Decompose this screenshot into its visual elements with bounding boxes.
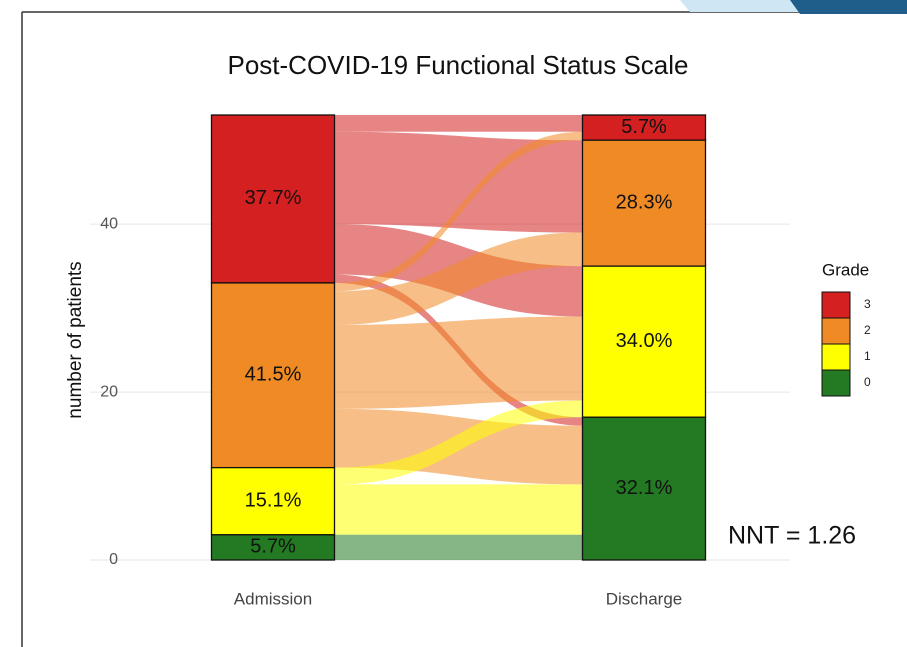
legend-swatch <box>821 317 851 345</box>
stratum-label: 41.5% <box>245 364 302 386</box>
x-tick-label: Admission <box>234 589 312 608</box>
stratum <box>581 139 707 267</box>
stratum-label: 15.1% <box>245 490 302 512</box>
stratum <box>210 534 336 561</box>
stratum-label: 34.0% <box>616 330 673 352</box>
legend-swatch <box>821 369 851 397</box>
y-tick-label: 0 <box>109 551 118 568</box>
legend-label: 1 <box>864 349 871 363</box>
legend-swatch <box>821 291 851 319</box>
stratum <box>210 466 336 536</box>
stratum <box>581 416 707 561</box>
decoration-dark <box>790 0 907 14</box>
stratum-label: 37.7% <box>245 187 302 209</box>
stratum-label: 32.1% <box>616 477 673 499</box>
x-tick-label: Discharge <box>606 589 683 608</box>
y-axis-label: number of patients <box>65 261 86 418</box>
stratum-label: 28.3% <box>616 191 673 213</box>
flow <box>334 131 583 233</box>
legend-label: 0 <box>864 375 871 389</box>
stratum <box>210 114 336 284</box>
legend-title: Grade <box>822 260 869 279</box>
flow <box>334 115 583 132</box>
stratum-label: 5.7% <box>621 116 667 138</box>
flow <box>334 232 583 325</box>
chart-title: Post-COVID-19 Functional Status Scale <box>228 50 689 80</box>
stratum-label: 5.7% <box>250 536 296 558</box>
legend-label: 3 <box>864 297 871 311</box>
stratum <box>210 282 336 469</box>
flow <box>334 484 583 535</box>
y-tick-label: 40 <box>100 215 118 232</box>
y-tick-label: 20 <box>100 383 118 400</box>
flow <box>334 316 583 409</box>
stratum <box>581 265 707 418</box>
annotation: NNT = 1.26 <box>728 522 856 550</box>
legend-swatch <box>821 343 851 371</box>
flow <box>334 534 583 560</box>
flow <box>334 400 583 485</box>
flow <box>334 131 583 292</box>
legend-label: 2 <box>864 323 871 337</box>
